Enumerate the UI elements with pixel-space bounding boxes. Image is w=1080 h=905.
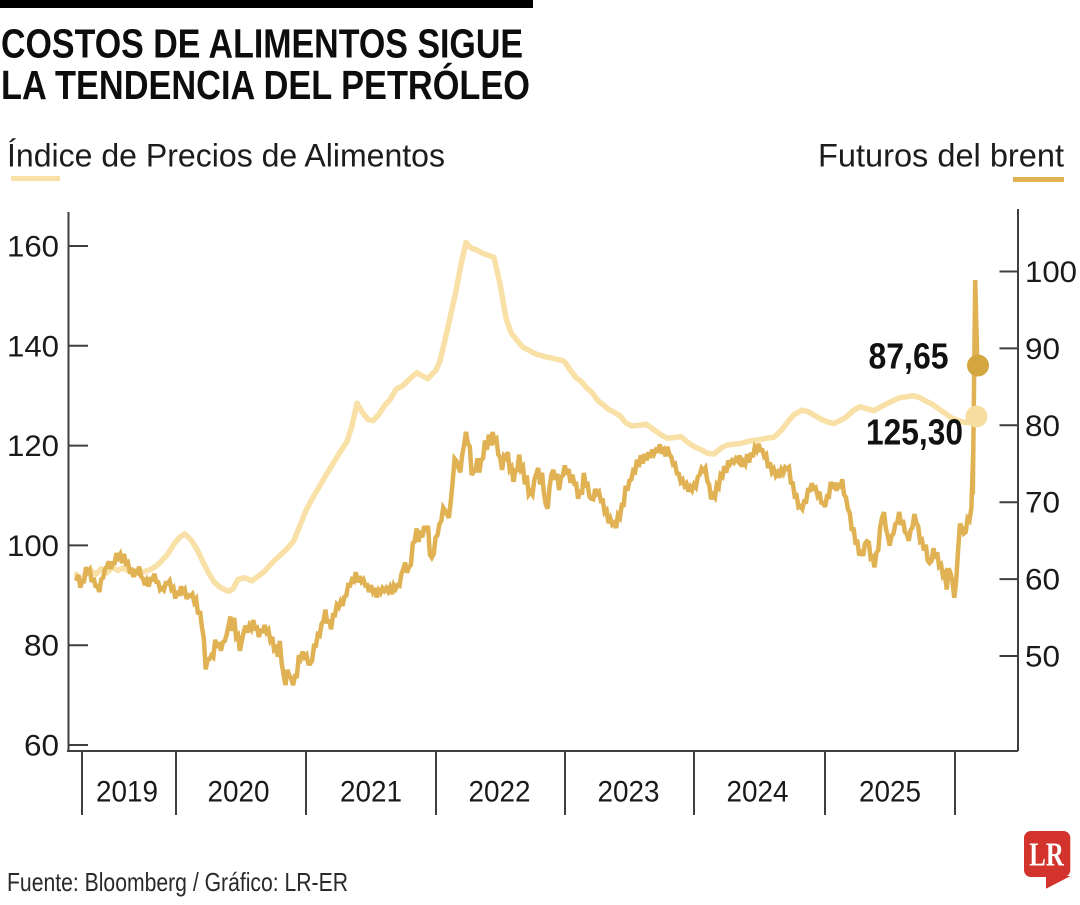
svg-text:2022: 2022 (469, 776, 531, 809)
svg-text:125,30: 125,30 (866, 412, 963, 453)
svg-text:80: 80 (1025, 410, 1060, 443)
svg-text:2020: 2020 (208, 776, 270, 809)
svg-text:100: 100 (1025, 256, 1077, 289)
svg-text:LR: LR (1029, 836, 1064, 873)
svg-text:2024: 2024 (727, 776, 789, 809)
svg-text:2021: 2021 (340, 776, 402, 809)
svg-text:70: 70 (1025, 487, 1060, 520)
svg-text:80: 80 (24, 630, 59, 663)
svg-text:2023: 2023 (598, 776, 660, 809)
svg-text:LA TENDENCIA DEL PETRÓLEO: LA TENDENCIA DEL PETRÓLEO (1, 62, 530, 108)
svg-text:50: 50 (1025, 641, 1060, 674)
svg-text:Futuros del brent: Futuros del brent (818, 138, 1064, 174)
svg-text:Índice de Precios de Alimentos: Índice de Precios de Alimentos (7, 138, 445, 174)
svg-text:100: 100 (7, 530, 59, 563)
svg-text:COSTOS DE ALIMENTOS SIGUE: COSTOS DE ALIMENTOS SIGUE (1, 20, 523, 66)
svg-text:120: 120 (7, 430, 59, 463)
svg-text:Fuente: Bloomberg / Gráfico: L: Fuente: Bloomberg / Gráfico: LR-ER (7, 867, 348, 897)
svg-text:160: 160 (7, 231, 59, 264)
svg-text:60: 60 (1025, 564, 1060, 597)
svg-text:60: 60 (24, 730, 59, 763)
svg-text:2025: 2025 (859, 776, 921, 809)
svg-text:2019: 2019 (96, 776, 158, 809)
svg-text:87,65: 87,65 (869, 336, 949, 377)
svg-text:90: 90 (1025, 333, 1060, 366)
svg-text:140: 140 (7, 330, 59, 363)
